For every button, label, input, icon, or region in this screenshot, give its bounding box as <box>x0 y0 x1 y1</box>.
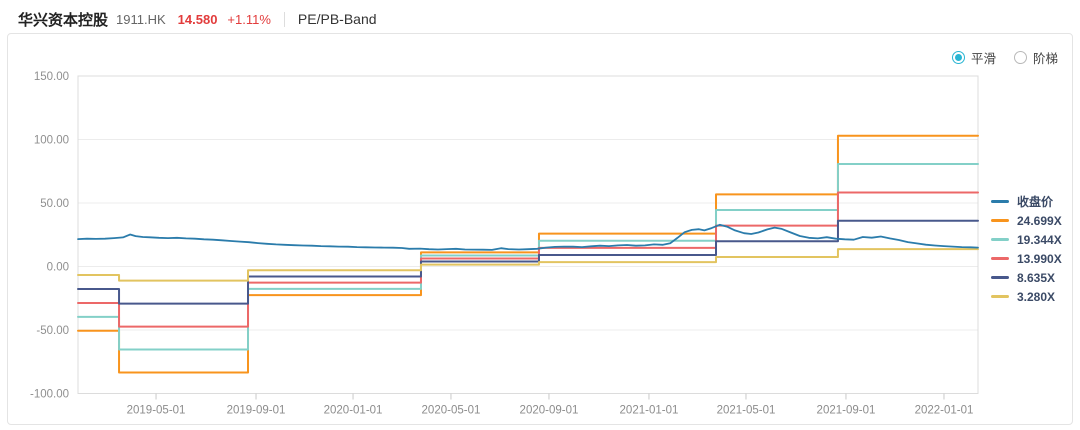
legend-item-3.280X[interactable]: 3.280X <box>991 287 1062 306</box>
stock-name: 华兴资本控股 <box>18 11 109 29</box>
plot-border <box>77 75 979 394</box>
stock-price: 14.580 <box>177 11 218 27</box>
x-axis-tick-label: 2021-09-01 <box>817 405 876 417</box>
radio-selected-icon <box>951 51 965 64</box>
y-axis-tick-label: 100.00 <box>34 135 69 147</box>
legend-line-icon <box>991 257 1009 260</box>
stock-ticker: 1911.HK <box>116 11 166 27</box>
legend-line-icon <box>991 219 1009 222</box>
band-line-24.699X <box>77 134 979 374</box>
legend-label: 收盘价 <box>1017 195 1054 209</box>
chart-card: 平滑 阶梯 150.00 100.00 50.00 0.00 -50.00 -100.00… <box>7 33 1073 425</box>
radio-unselected-icon <box>1013 51 1027 64</box>
legend-line-icon <box>991 200 1009 203</box>
radio-step-label: 阶梯 <box>1032 52 1058 66</box>
x-axis-tick-label: 2019-09-01 <box>227 405 286 417</box>
legend-item-19.344X[interactable]: 19.344X <box>991 230 1062 249</box>
header: 华兴资本控股 1911.HK 14.580 +1.11% PE/PB-Band <box>18 7 377 31</box>
stock-change-percent: +1.11% <box>227 11 271 27</box>
band-line-13.990X <box>77 191 979 328</box>
legend-item-13.990X[interactable]: 13.990X <box>991 249 1062 268</box>
legend-item-收盘价[interactable]: 收盘价 <box>991 192 1062 211</box>
x-axis-tick-label: 2020-05-01 <box>422 405 481 417</box>
pe-pb-band-chart[interactable]: 150.00 100.00 50.00 0.00 -50.00 -100.00 2019-0… <box>21 61 1066 421</box>
radio-step[interactable]: 阶梯 <box>1013 48 1058 67</box>
y-axis-tick-label: -100.00 <box>30 389 69 401</box>
x-axis-tick-label: 2021-01-01 <box>620 405 679 417</box>
y-axis-tick-label: 50.00 <box>40 198 69 210</box>
y-axis-tick-label: -50.00 <box>36 325 69 337</box>
legend-label: 19.344X <box>1017 232 1062 247</box>
band-line-19.344X <box>77 163 979 351</box>
legend-line-icon <box>991 238 1009 241</box>
header-divider <box>283 11 285 27</box>
legend-label: 3.280X <box>1017 289 1056 304</box>
x-axis-tick-label: 2022-01-01 <box>915 405 974 417</box>
band-line-3.280X <box>77 248 979 282</box>
x-axis-tick-label: 2019-05-01 <box>127 405 186 417</box>
x-axis-tick-label: 2021-05-01 <box>717 405 776 417</box>
x-axis-tick-label: 2020-09-01 <box>520 405 579 417</box>
legend-line-icon <box>991 295 1009 298</box>
view-title: PE/PB-Band <box>297 11 377 27</box>
legend-label: 24.699X <box>1017 213 1062 228</box>
chart-legend: 收盘价 24.699X 19.344X 13.990X 8.635X 3.280X <box>991 192 1062 306</box>
y-axis-tick-label: 150.00 <box>34 71 69 83</box>
legend-label: 8.635X <box>1017 270 1056 285</box>
legend-item-8.635X[interactable]: 8.635X <box>991 268 1062 287</box>
y-axis-tick-label: 0.00 <box>47 262 69 274</box>
close-price-line <box>77 223 979 251</box>
radio-smooth[interactable]: 平滑 <box>951 48 996 67</box>
legend-item-24.699X[interactable]: 24.699X <box>991 211 1062 230</box>
band-line-8.635X <box>77 219 979 305</box>
line-mode-radio-group: 平滑 阶梯 <box>951 48 1058 67</box>
x-axis-tick-label: 2020-01-01 <box>324 405 383 417</box>
legend-label: 13.990X <box>1017 251 1062 266</box>
radio-smooth-label: 平滑 <box>970 52 996 66</box>
legend-line-icon <box>991 276 1009 279</box>
